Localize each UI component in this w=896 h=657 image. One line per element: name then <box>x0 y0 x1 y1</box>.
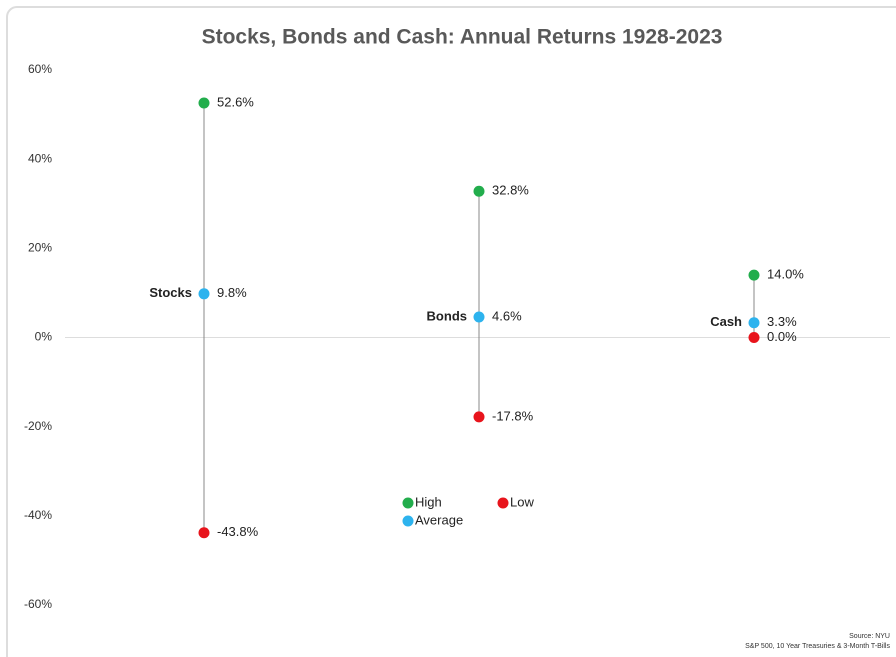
value-label: -43.8% <box>217 524 259 539</box>
value-label: 9.8% <box>217 285 247 300</box>
dot <box>198 97 210 109</box>
legend-swatch <box>402 497 414 509</box>
legend-swatch <box>497 497 509 509</box>
frame <box>6 6 896 657</box>
dot <box>198 527 210 539</box>
source: S&P 500, 10 Year Treasuries & 3-Month T-… <box>745 643 890 650</box>
dot <box>473 311 485 323</box>
legend-label: High <box>415 494 442 509</box>
legend-swatch <box>402 515 414 527</box>
dot <box>748 269 760 281</box>
value-label: 3.3% <box>767 314 797 329</box>
dot <box>748 317 760 329</box>
legend-label: Low <box>510 494 534 509</box>
value-label: 0.0% <box>767 329 797 344</box>
value-label: 4.6% <box>492 308 522 323</box>
value-label: -17.8% <box>492 408 534 423</box>
category-label: Bonds <box>427 308 467 323</box>
dot <box>473 185 485 197</box>
value-label: 52.6% <box>217 94 254 109</box>
y-tick-label: 20% <box>28 241 52 255</box>
y-tick-label: -40% <box>24 508 52 522</box>
value-label: 32.8% <box>492 183 529 198</box>
y-tick-label: -60% <box>24 597 52 611</box>
legend-label: Average <box>415 512 463 527</box>
value-label: 14.0% <box>767 267 804 282</box>
y-tick-label: 0% <box>35 330 53 344</box>
y-tick-label: 40% <box>28 151 52 165</box>
category-label: Cash <box>710 314 742 329</box>
chart-title: Stocks, Bonds and Cash: Annual Returns 1… <box>202 26 723 49</box>
y-tick-label: 60% <box>28 62 52 76</box>
source: Source: NYU <box>849 633 890 640</box>
dot <box>198 288 210 300</box>
dot <box>473 411 485 423</box>
category-label: Stocks <box>149 285 192 300</box>
dot <box>748 332 760 343</box>
y-tick-label: -20% <box>24 419 52 433</box>
